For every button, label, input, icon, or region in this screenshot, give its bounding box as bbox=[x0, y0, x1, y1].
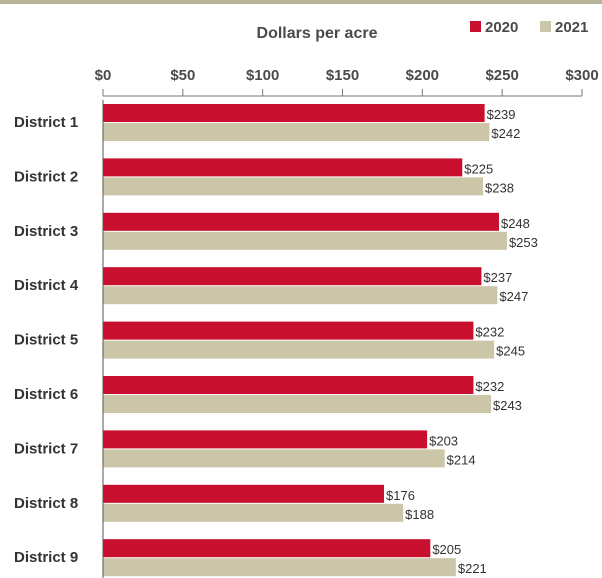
category-label: District 7 bbox=[14, 440, 78, 457]
legend-swatch-2020 bbox=[470, 21, 481, 32]
bar-2020-9 bbox=[103, 539, 431, 558]
legend: 2020 2021 bbox=[470, 19, 588, 36]
data-label-2020: $232 bbox=[475, 325, 504, 340]
category-label: District 1 bbox=[14, 114, 78, 131]
data-label-2021: $247 bbox=[499, 289, 528, 304]
bar-2020-8 bbox=[103, 484, 385, 503]
bar-2021-9 bbox=[103, 558, 456, 577]
bar-2020-2 bbox=[103, 158, 463, 177]
x-tick-label: $100 bbox=[246, 67, 279, 84]
x-axis-ticks: $0 $50 $100 $150 $200 $250 $300 bbox=[95, 67, 599, 97]
data-label-2021: $238 bbox=[485, 180, 514, 195]
legend-label-2021: 2021 bbox=[555, 19, 588, 36]
data-label-2020: $232 bbox=[475, 379, 504, 394]
x-tick-label: $150 bbox=[326, 67, 359, 84]
category-label: District 4 bbox=[14, 277, 79, 294]
data-label-2020: $176 bbox=[386, 488, 415, 503]
bar-2021-4 bbox=[103, 286, 498, 305]
bar-2021-2 bbox=[103, 177, 484, 196]
x-tick-label: $0 bbox=[95, 67, 112, 84]
bar-2020-5 bbox=[103, 321, 474, 340]
data-label-2021: $242 bbox=[491, 126, 520, 141]
x-tick-label: $300 bbox=[565, 67, 598, 84]
data-label-2020: $239 bbox=[487, 107, 516, 122]
x-tick-label: $50 bbox=[170, 67, 195, 84]
bars: $239 $242 $225 $238 $248 $253 $237 $247 $232 $245… bbox=[103, 104, 538, 577]
category-labels: District 1 District 2 District 3 District 4… bbox=[14, 114, 79, 566]
data-label-2021: $221 bbox=[458, 561, 487, 576]
data-label-2021: $188 bbox=[405, 507, 434, 522]
bar-2020-1 bbox=[103, 104, 485, 122]
data-label-2020: $203 bbox=[429, 433, 458, 448]
legend-label-2020: 2020 bbox=[485, 19, 518, 36]
category-label: District 2 bbox=[14, 168, 78, 185]
x-axis-title: Dollars per acre bbox=[257, 25, 378, 42]
data-label-2021: $253 bbox=[509, 235, 538, 250]
top-rule bbox=[0, 0, 602, 4]
category-label: District 9 bbox=[14, 549, 78, 566]
bar-2020-6 bbox=[103, 376, 474, 394]
x-tick-label: $250 bbox=[485, 67, 518, 84]
category-label: District 3 bbox=[14, 223, 78, 240]
bar-2021-3 bbox=[103, 231, 507, 250]
data-label-2021: $243 bbox=[493, 398, 522, 413]
bar-2021-5 bbox=[103, 340, 495, 359]
category-label: District 5 bbox=[14, 332, 78, 349]
bar-2021-6 bbox=[103, 395, 491, 413]
category-label: District 8 bbox=[14, 495, 78, 512]
x-tick-label: $200 bbox=[406, 67, 439, 84]
data-label-2020: $205 bbox=[432, 542, 461, 557]
bar-2020-3 bbox=[103, 212, 499, 231]
category-label: District 6 bbox=[14, 386, 78, 403]
bar-2021-7 bbox=[103, 449, 445, 468]
bar-2021-8 bbox=[103, 503, 404, 522]
data-label-2021: $245 bbox=[496, 344, 525, 359]
data-label-2020: $237 bbox=[483, 270, 512, 285]
bar-2020-4 bbox=[103, 267, 482, 286]
bar-2021-1 bbox=[103, 123, 490, 141]
data-label-2020: $248 bbox=[501, 216, 530, 231]
bar-2020-7 bbox=[103, 430, 428, 449]
data-label-2020: $225 bbox=[464, 161, 493, 176]
legend-swatch-2021 bbox=[540, 21, 551, 32]
data-label-2021: $214 bbox=[447, 452, 476, 467]
